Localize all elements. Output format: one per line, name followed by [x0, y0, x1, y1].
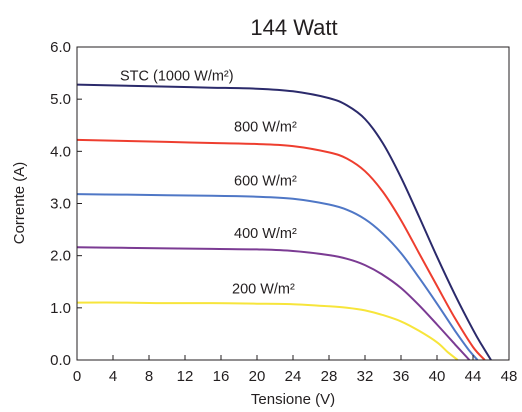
- x-tick-label: 4: [109, 368, 117, 385]
- x-tick-label: 48: [501, 368, 518, 385]
- series-label-4: 200 W/m²: [232, 282, 295, 298]
- y-tick-label: 0.0: [50, 352, 71, 369]
- y-tick-label: 3.0: [50, 196, 71, 213]
- y-tick-label: 2.0: [50, 248, 71, 265]
- x-axis-title: Tensione (V): [251, 391, 335, 408]
- series-line-4: [76, 301, 459, 361]
- curves-group: [76, 83, 492, 361]
- chart-title: 144 Watt: [250, 15, 337, 40]
- series-line-1: [76, 138, 486, 361]
- x-tick-label: 8: [145, 368, 153, 385]
- y-axis-title: Corrente (A): [11, 162, 28, 245]
- y-tick-label: 6.0: [50, 39, 71, 56]
- series-line-3: [76, 246, 471, 361]
- series-label-0: STC (1000 W/m²): [120, 69, 234, 85]
- x-tick-label: 36: [393, 368, 410, 385]
- y-axis: 0.0 1.0 2.0 3.0 4.0 5.0 6.0: [50, 39, 82, 369]
- x-tick-label: 16: [213, 368, 230, 385]
- series-labels: STC (1000 W/m²) 800 W/m² 600 W/m² 400 W/m² 2…: [120, 69, 297, 298]
- y-tick-label: 5.0: [50, 91, 71, 108]
- series-line-0: [76, 83, 492, 361]
- x-tick-label: 44: [465, 368, 482, 385]
- series-label-2: 600 W/m²: [234, 174, 297, 190]
- x-axis: 0 4 8 12 16 20 24 28 32 36 40 44 48: [73, 355, 518, 385]
- y-tick-label: 4.0: [50, 143, 71, 160]
- x-tick-label: 28: [321, 368, 338, 385]
- x-tick-label: 20: [249, 368, 266, 385]
- x-tick-label: 32: [357, 368, 374, 385]
- x-tick-label: 24: [285, 368, 302, 385]
- series-label-3: 400 W/m²: [234, 226, 297, 242]
- series-line-2: [76, 193, 479, 361]
- series-label-1: 800 W/m²: [234, 119, 297, 135]
- x-tick-label: 12: [177, 368, 194, 385]
- y-tick-label: 1.0: [50, 300, 71, 317]
- x-tick-label: 0: [73, 368, 81, 385]
- x-tick-label: 40: [429, 368, 446, 385]
